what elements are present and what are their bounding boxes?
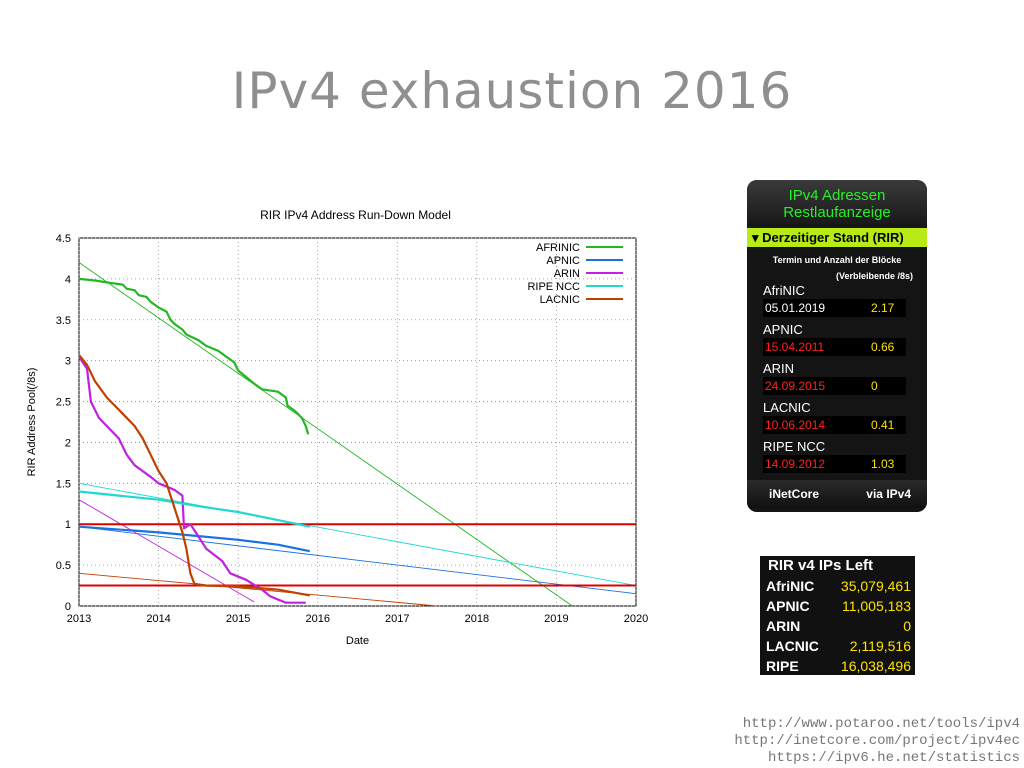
trend-line [78, 572, 438, 607]
y-tick-label: 3 [65, 356, 71, 368]
remaining-blocks: 2.17 [871, 301, 895, 315]
widget-title-line1: IPv4 Adressen [788, 187, 886, 204]
ips-left-value: 11,005,183 [841, 598, 911, 614]
series-line [78, 355, 306, 604]
rir-value-box: 15.04.2011 0.66 [763, 338, 906, 356]
widget-subtitle: Termin und Anzahl der Blöcke [772, 255, 902, 265]
widget-footer: iNetCore via IPv4 [747, 480, 927, 508]
y-tick-label: 3.5 [56, 315, 71, 327]
rir-name: ARIN [763, 361, 795, 376]
trend-line [78, 526, 637, 595]
y-tick-label: 1.5 [56, 478, 71, 490]
rir-value-box: 05.01.2019 2.17 [763, 299, 906, 317]
exhaustion-date: 10.06.2014 [765, 418, 826, 432]
ips-left-row: AfriNIC 35,079,461 [760, 576, 915, 596]
plot-frame [78, 237, 637, 607]
rir-name: AfriNIC [763, 283, 805, 298]
widget-header: IPv4 Adressen Restlaufanzeige [747, 180, 927, 228]
rir-value-box: 14.09.2012 1.03 [763, 455, 906, 473]
remaining-row: RIPE NCC 14.09.2012 1.03 [763, 439, 923, 473]
rir-name: APNIC [766, 598, 810, 614]
slide-title: IPv4 exhaustion 2016 [231, 62, 793, 120]
via-ipv4-label: via IPv4 [866, 487, 911, 501]
ips-left-row: RIPE 16,038,496 [760, 656, 915, 676]
link-he-net[interactable]: https://ipv6.he.net/statistics [767, 750, 1020, 766]
y-tick-label: 2 [65, 437, 71, 449]
rir-name: ARIN [766, 618, 801, 634]
x-tick-label: 2014 [146, 613, 170, 625]
x-tick-label: 2015 [226, 613, 250, 625]
remaining-row: ARIN 24.09.2015 0 [763, 361, 923, 395]
ipv4-remaining-widget: IPv4 Adressen Restlaufanzeige ▾ Derzeiti… [747, 180, 927, 512]
y-axis-label: RIR Address Pool(/8s) [26, 368, 38, 477]
ips-left-widget: RIR v4 IPs Left AfriNIC 35,079,461 APNIC 11… [760, 556, 915, 675]
series-line [78, 354, 310, 597]
x-tick-label: 2019 [544, 613, 568, 625]
x-tick-label: 2017 [385, 613, 409, 625]
status-dropdown[interactable]: ▾ Derzeitiger Stand (RIR) [747, 228, 927, 247]
remaining-blocks: 0.66 [871, 340, 895, 354]
ips-left-row: ARIN 0 [760, 616, 915, 636]
x-axis-label: Date [346, 635, 369, 647]
ips-left-value: 2,119,516 [849, 638, 911, 654]
rir-value-box: 24.09.2015 0 [763, 377, 906, 395]
rir-name: LACNIC [763, 400, 811, 415]
rir-name: APNIC [763, 322, 803, 337]
series-line [78, 525, 311, 553]
remaining-row: AfriNIC 05.01.2019 2.17 [763, 283, 923, 317]
y-tick-label: 0 [65, 601, 71, 613]
y-tick-label: 4 [65, 274, 71, 286]
remaining-row: LACNIC 10.06.2014 0.41 [763, 400, 923, 434]
remaining-blocks: 0 [871, 379, 878, 393]
x-tick-label: 2016 [305, 613, 329, 625]
legend-label: APNIC [546, 255, 580, 267]
y-tick-label: 1 [65, 519, 71, 531]
widget-title-line2: Restlaufanzeige [783, 204, 891, 221]
exhaustion-date: 14.09.2012 [765, 457, 826, 471]
y-tick-label: 0.5 [56, 560, 71, 572]
exhaustion-date: 05.01.2019 [765, 301, 826, 315]
legend-label: ARIN [554, 268, 580, 280]
remaining-row: APNIC 15.04.2011 0.66 [763, 322, 923, 356]
x-tick-label: 2020 [624, 613, 648, 625]
rir-value-box: 10.06.2014 0.41 [763, 416, 906, 434]
legend-label: RIPE NCC [527, 281, 580, 293]
series-line [78, 277, 310, 435]
remaining-blocks: 1.03 [871, 457, 895, 471]
ips-left-value: 35,079,461 [840, 578, 911, 594]
widget-subtitle-units: (Verbleibende /8s) [835, 271, 913, 281]
trend-line [78, 262, 573, 607]
y-tick-label: 4.5 [56, 233, 71, 245]
x-tick-label: 2018 [465, 613, 489, 625]
link-inetcore[interactable]: http://inetcore.com/project/ipv4ec [734, 733, 1020, 749]
exhaustion-date: 15.04.2011 [765, 340, 825, 354]
y-tick-label: 2.5 [56, 397, 71, 409]
inetcore-logo[interactable]: iNetCore [769, 487, 820, 501]
ips-left-row: LACNIC 2,119,516 [760, 636, 915, 656]
x-tick-label: 2013 [67, 613, 91, 625]
legend-label: AFRINIC [536, 242, 580, 254]
source-links: http://www.potaroo.net/tools/ipv4 http:/… [734, 716, 1020, 767]
chart-title: RIR IPv4 Address Run-Down Model [260, 208, 451, 222]
rir-name: LACNIC [766, 638, 819, 654]
rir-name: RIPE [766, 658, 799, 674]
exhaustion-date: 24.09.2015 [765, 379, 826, 393]
ips-left-value: 16,038,496 [840, 658, 911, 674]
ips-left-value: 0 [903, 618, 911, 634]
series-line [78, 490, 311, 528]
ips-left-title: RIR v4 IPs Left [768, 557, 874, 574]
legend-label: LACNIC [540, 294, 580, 306]
rir-name: RIPE NCC [763, 439, 826, 454]
rir-name: AfriNIC [766, 578, 815, 594]
link-potaroo[interactable]: http://www.potaroo.net/tools/ipv4 [742, 716, 1020, 732]
ips-left-row: APNIC 11,005,183 [760, 596, 915, 616]
remaining-blocks: 0.41 [871, 418, 895, 432]
rundown-chart: 0 0.5 1 1.5 2 2.5 3 3.5 4 4.5 2013 2014 2015 2016 2017… [26, 208, 648, 647]
